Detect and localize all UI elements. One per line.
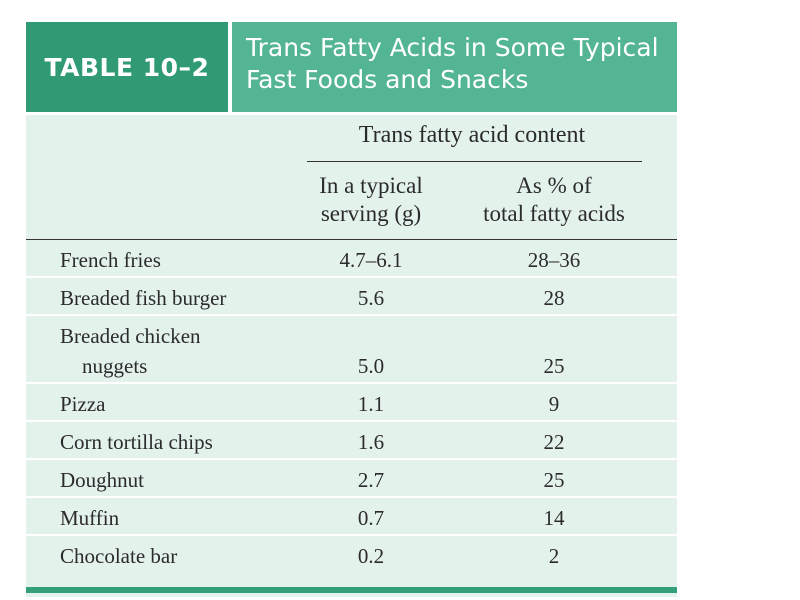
percent-cell: 9 [548, 392, 560, 416]
table-label: TABLE 10–2 [44, 52, 210, 82]
data-table: TABLE 10–2 Trans Fatty Acids in Some Typ… [26, 22, 677, 597]
header-rule [26, 239, 677, 240]
serving-grams-cell: 2.7 [357, 468, 385, 492]
table-row: Corn tortilla chips 1.6 22 [26, 422, 677, 460]
serving-grams-cell: 0.2 [357, 544, 385, 568]
food-cell-line-1: Breaded chicken [60, 324, 201, 348]
table-body: French fries 4.7–6.1 28–36 Breaded fish … [26, 240, 677, 572]
table-label-box: TABLE 10–2 [26, 22, 228, 112]
column-header-serving-line-2: serving (g) [320, 201, 422, 226]
table-title: Trans Fatty Acids in Some Typical Fast F… [246, 32, 666, 96]
table-row: Muffin 0.7 14 [26, 498, 677, 536]
food-cell: Pizza [60, 392, 106, 416]
food-cell: Muffin [60, 506, 120, 530]
table-bottom-bar [26, 587, 677, 593]
food-cell: French fries [60, 248, 161, 272]
column-header-percent-line-1: As % of [516, 173, 592, 198]
table-row: Breaded chicken nuggets 5.0 25 [26, 316, 677, 384]
serving-grams-cell: 1.1 [357, 392, 385, 416]
food-cell: Corn tortilla chips [60, 430, 213, 454]
table-row: French fries 4.7–6.1 28–36 [26, 240, 677, 278]
column-group-rule [307, 161, 642, 162]
food-cell-line-2: nuggets [82, 354, 148, 378]
serving-grams-cell: 4.7–6.1 [339, 248, 403, 272]
percent-cell: 28 [543, 286, 565, 310]
percent-cell: 25 [543, 468, 565, 492]
serving-grams-cell: 1.6 [357, 430, 385, 454]
column-header-percent: As % of total fatty acids [464, 172, 644, 228]
table-row: Pizza 1.1 9 [26, 384, 677, 422]
percent-cell: 22 [543, 430, 565, 454]
food-cell: Breaded fish burger [60, 286, 227, 310]
percent-cell: 28–36 [527, 248, 581, 272]
table-title-line-1: Trans Fatty Acids in Some Typical [246, 33, 659, 62]
header-divider [228, 22, 232, 112]
serving-grams-cell: 5.6 [357, 286, 385, 310]
percent-cell: 25 [543, 354, 565, 378]
table-row: Chocolate bar 0.2 2 [26, 536, 677, 572]
header-separator [26, 112, 677, 115]
food-cell: Breaded chicken nuggets [60, 321, 300, 381]
food-cell: Doughnut [60, 468, 144, 492]
column-header-serving: In a typical serving (g) [306, 172, 436, 228]
table-row: Breaded fish burger 5.6 28 [26, 278, 677, 316]
percent-cell: 2 [548, 544, 560, 568]
column-header-percent-line-2: total fatty acids [483, 201, 625, 226]
table-row: Doughnut 2.7 25 [26, 460, 677, 498]
food-cell: Chocolate bar [60, 544, 178, 568]
table-title-line-2: Fast Foods and Snacks [246, 65, 529, 94]
column-header-serving-line-1: In a typical [319, 173, 423, 198]
table-header: TABLE 10–2 Trans Fatty Acids in Some Typ… [26, 22, 677, 112]
serving-grams-cell: 5.0 [357, 354, 385, 378]
percent-cell: 14 [543, 506, 565, 530]
column-group-heading: Trans fatty acid content [358, 122, 586, 148]
serving-grams-cell: 0.7 [357, 506, 385, 530]
